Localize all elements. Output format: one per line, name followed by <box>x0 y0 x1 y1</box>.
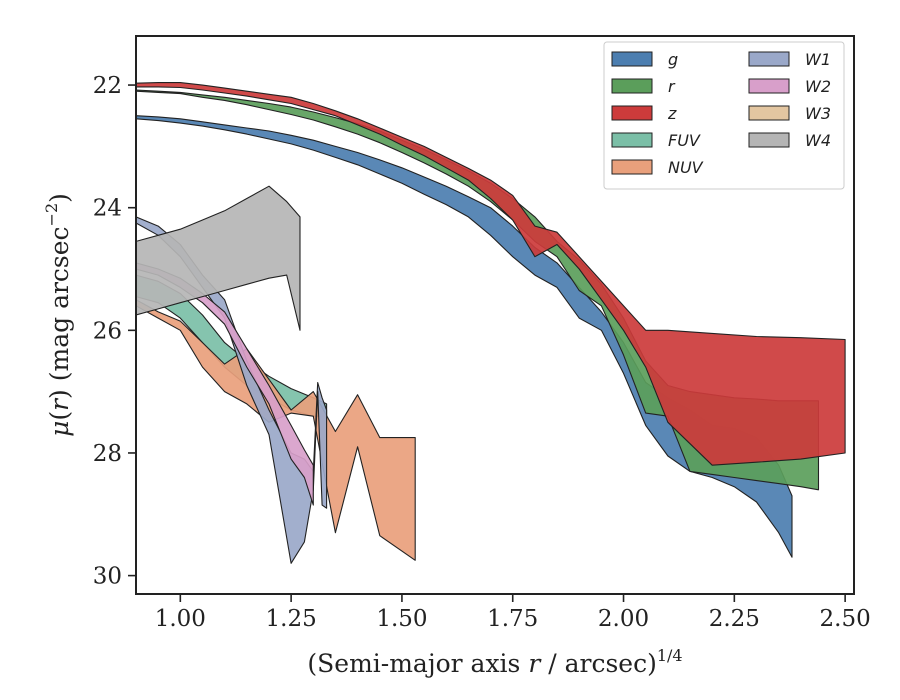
legend-swatch-fuv <box>611 132 653 148</box>
legend-label-r: r <box>668 77 676 96</box>
band-z <box>136 82 846 466</box>
y-axis: 22 24 26 28 30 <box>93 73 136 590</box>
legend-swatch-w1 <box>748 51 790 67</box>
x-axis: 1.00 1.25 1.50 1.75 2.00 2.25 2.50 <box>155 594 871 632</box>
legend-swatch-z <box>611 105 653 121</box>
x-tick-label: 1.25 <box>266 606 317 632</box>
legend-label-w3: W3 <box>805 104 831 123</box>
x-tick-label: 1.00 <box>155 606 206 632</box>
legend-label-w1: W1 <box>805 50 831 69</box>
legend-label-w2: W2 <box>805 77 831 96</box>
legend-swatch-nuv <box>611 159 653 175</box>
legend-label-nuv: NUV <box>668 158 704 177</box>
y-tick-label: 26 <box>93 318 122 344</box>
y-tick-label: 24 <box>93 196 122 222</box>
x-axis-label: (Semi-major axis r / arcsec)1/4 <box>307 646 682 678</box>
band-w4 <box>136 185 301 331</box>
legend-swatch-g <box>611 51 653 67</box>
legend-swatch-w2 <box>748 78 790 94</box>
y-tick-label: 28 <box>93 441 122 467</box>
y-tick-label: 30 <box>93 564 122 590</box>
x-tick-label: 1.75 <box>487 606 538 632</box>
legend-swatch-w3 <box>748 105 790 121</box>
y-tick-label: 22 <box>93 73 122 99</box>
band-w1 <box>136 216 328 564</box>
legend-swatch-r <box>611 78 653 94</box>
legend-label-g: g <box>668 50 678 69</box>
x-tick-label: 1.50 <box>376 606 427 632</box>
legend-label-fuv: FUV <box>668 131 701 150</box>
plot-frame <box>135 35 855 595</box>
legend-label-w4: W4 <box>805 131 831 150</box>
band-g <box>136 115 793 558</box>
x-tick-label: 2.00 <box>598 606 649 632</box>
y-axis-label: μ(r) (mag arcsec−2) <box>42 193 74 437</box>
legend-swatch-w4 <box>748 132 790 148</box>
plot-area <box>136 82 846 564</box>
x-tick-label: 2.50 <box>820 606 871 632</box>
x-tick-label: 2.25 <box>709 606 760 632</box>
legend-label-z: z <box>667 104 677 123</box>
legend: grz FUV NUV W1 W2 W3 W4 <box>603 41 845 190</box>
